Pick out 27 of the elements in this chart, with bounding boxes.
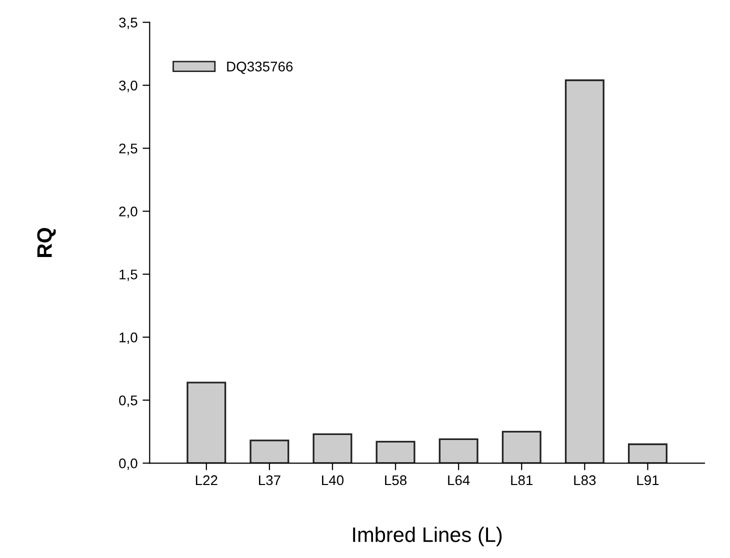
bar <box>376 440 416 464</box>
y-tick-label: 3,0 <box>119 80 138 92</box>
bar <box>564 79 604 464</box>
y-tick-label: 1,0 <box>120 332 138 344</box>
y-tick-label: 0,0 <box>119 458 138 470</box>
bar <box>250 440 290 464</box>
bar <box>438 438 478 464</box>
x-tick-label: L64 <box>448 475 470 486</box>
y-axis-title: RQ <box>37 228 56 257</box>
y-tick-label: 2,5 <box>119 144 138 156</box>
y-tick-label: 1,5 <box>120 270 138 282</box>
x-tick-label: L22 <box>196 475 218 486</box>
x-tick-label: L40 <box>322 475 344 486</box>
x-tick-label: L58 <box>385 475 407 486</box>
y-tick-label: 2,0 <box>119 206 138 218</box>
x-axis-title: Imbred Lines (L) <box>353 526 502 546</box>
legend-label: DQ335766 <box>227 62 293 74</box>
bar <box>312 433 352 464</box>
x-tick-label: L37 <box>258 475 280 486</box>
bar <box>502 430 542 464</box>
bar <box>186 382 226 464</box>
y-tick-label: 0,5 <box>119 396 138 407</box>
x-tick-label: L91 <box>637 475 659 486</box>
y-tick-label: 3,5 <box>119 18 138 30</box>
bar <box>628 443 668 464</box>
x-tick-label: L81 <box>511 475 533 486</box>
x-tick-label: L83 <box>574 475 596 486</box>
